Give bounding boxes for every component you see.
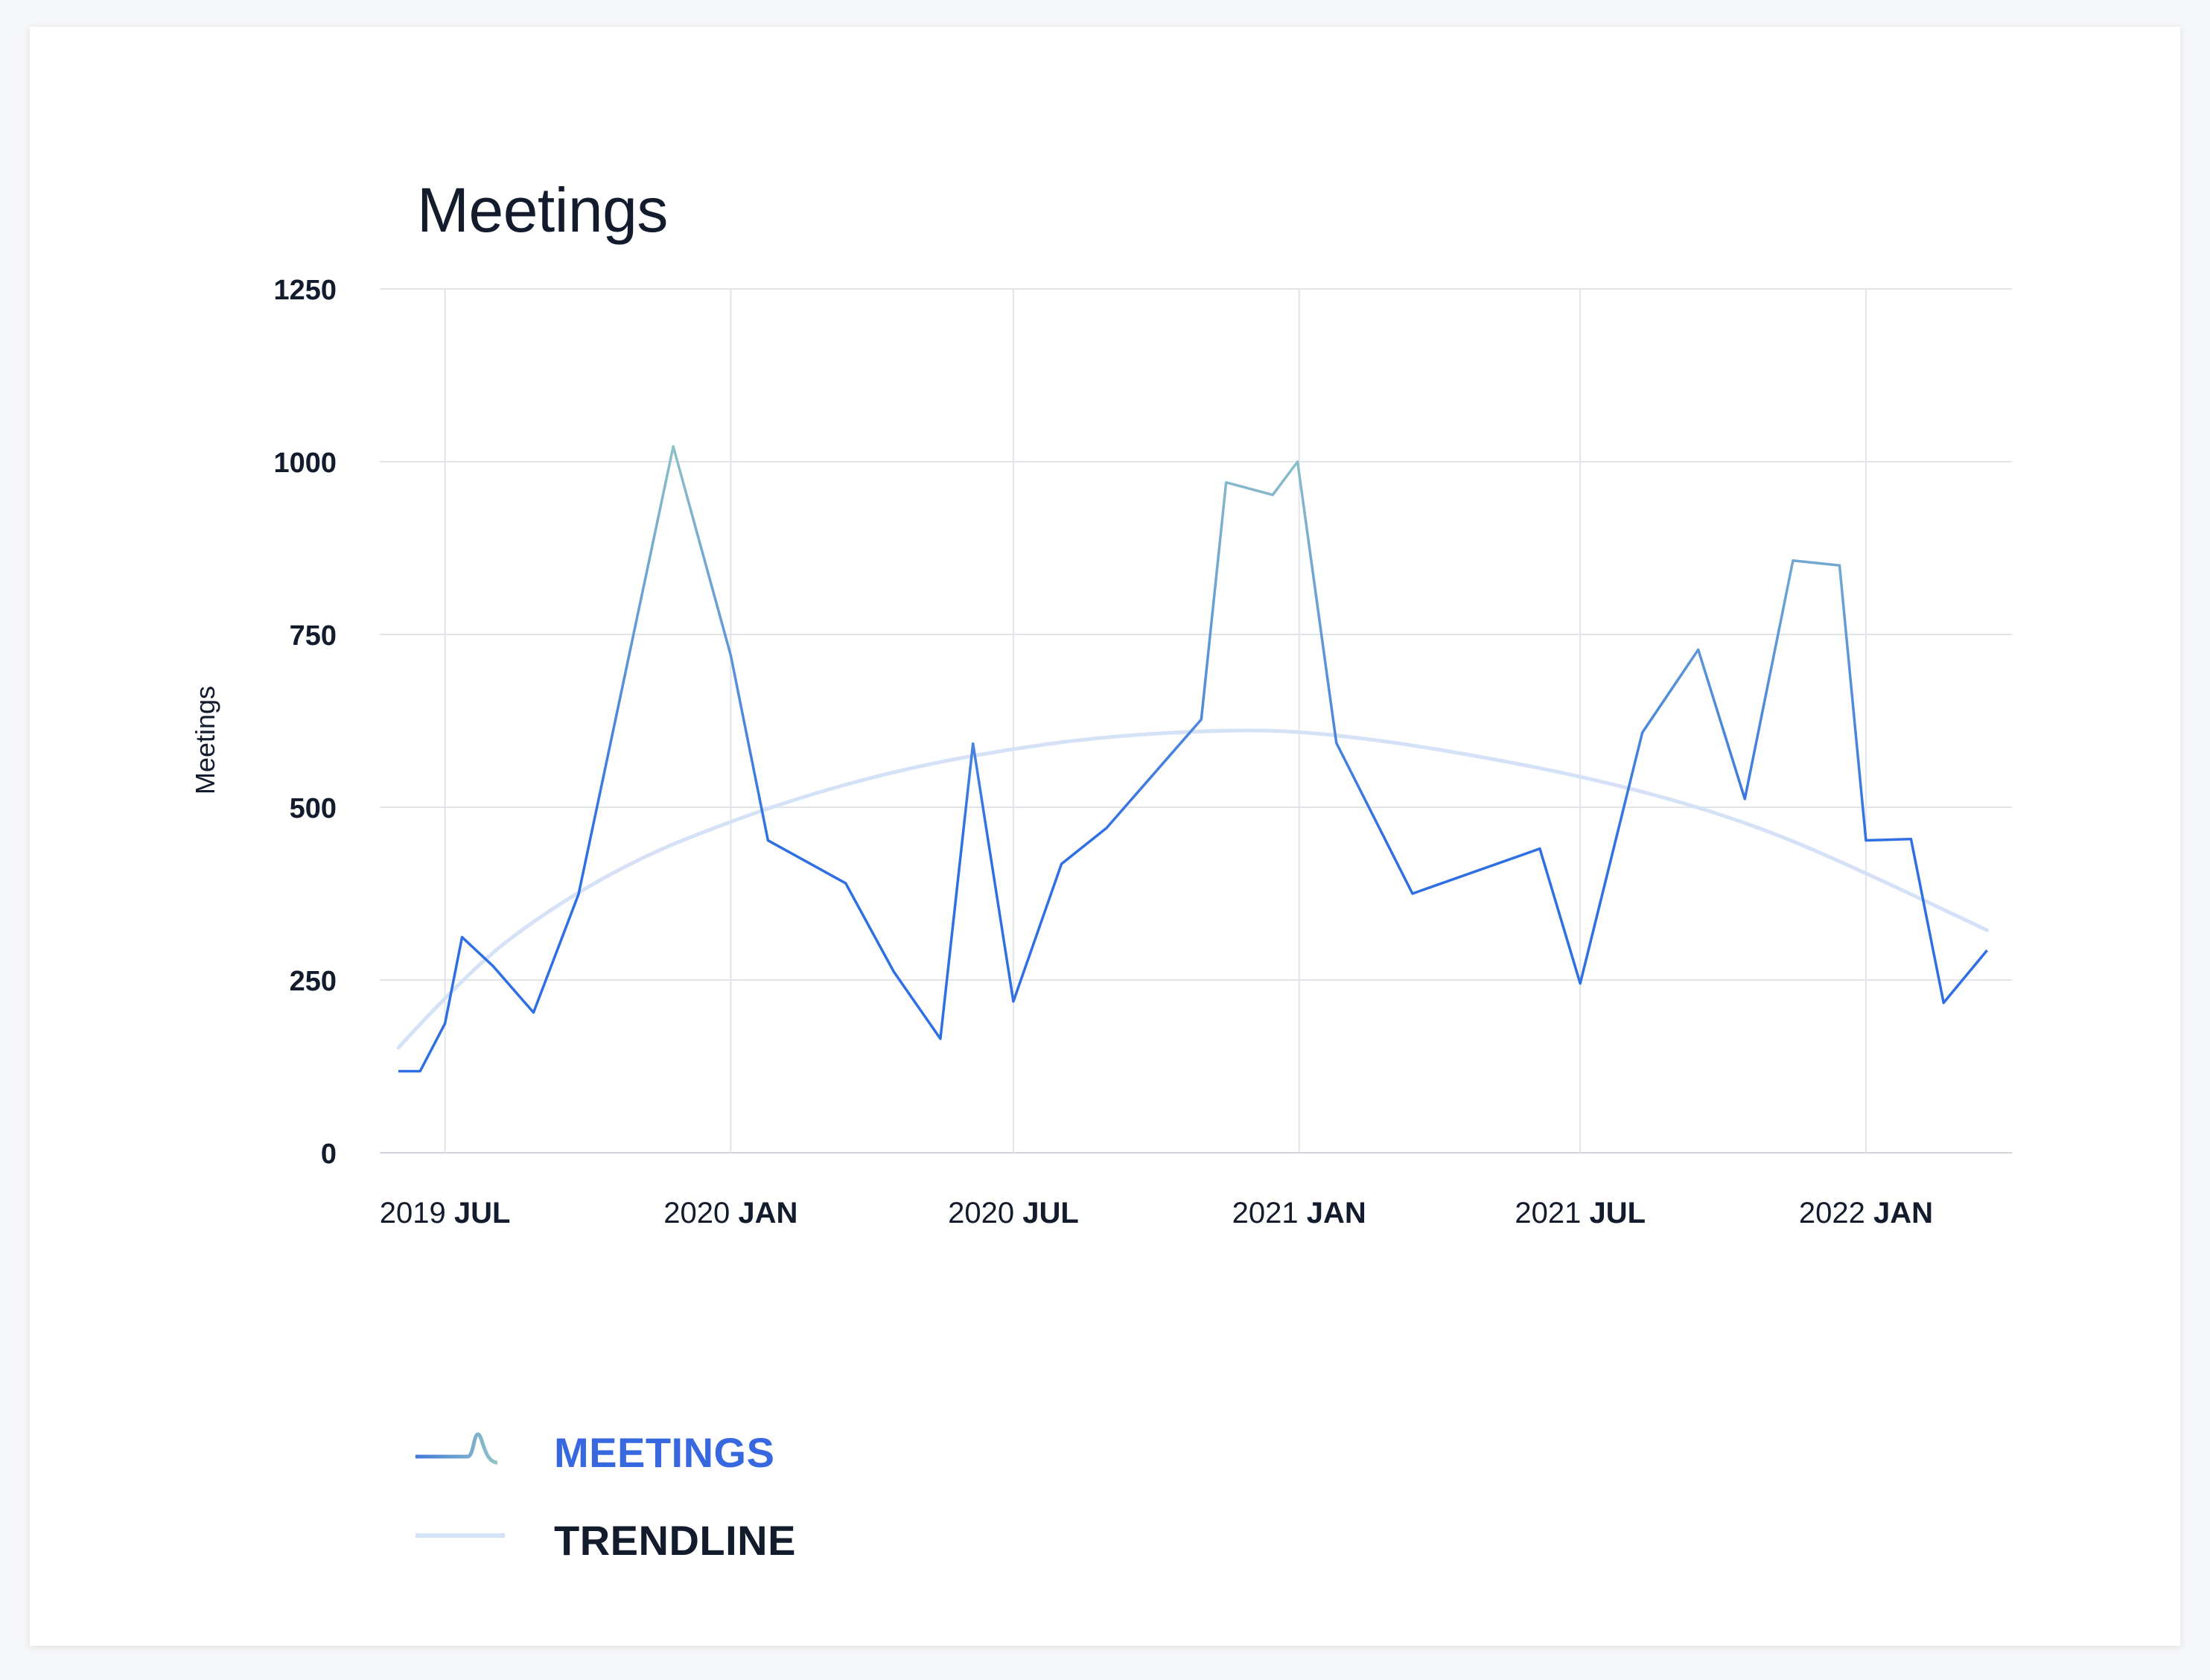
data-point [844, 882, 847, 885]
legend-label-trendline: TRENDLINE [554, 1517, 796, 1564]
grid [380, 288, 2012, 1154]
y-tick-label: 1250 [273, 275, 337, 306]
x-tick-label: 2020 JAN [663, 1197, 797, 1229]
data-point [532, 1011, 535, 1014]
chart-title: Meetings [417, 175, 668, 245]
data-point [1792, 559, 1794, 561]
data-point [1335, 742, 1337, 744]
chart-card: Meetings 0 250 500 750 1000 1250 2019 JUL 2020… [30, 27, 2180, 1646]
data-point [1538, 847, 1541, 850]
data-point [1641, 731, 1643, 734]
x-axis: 2019 JUL 2020 JAN 2020 JUL 2021 JAN 2021 JUL… [380, 1197, 1933, 1229]
data-point [1225, 481, 1227, 483]
data-point [1060, 863, 1063, 865]
data-point [492, 965, 494, 967]
y-axis: 0 250 500 750 1000 1250 [273, 275, 337, 1170]
data-point [1200, 719, 1203, 721]
x-tick-label: 2019 JUL [380, 1197, 511, 1229]
data-point [672, 445, 675, 448]
data-point [893, 970, 895, 973]
data-point [1986, 949, 1988, 952]
line-chart: 0 250 500 750 1000 1250 2019 JUL 2020 JAN 2020 … [190, 275, 2012, 1229]
data-point [767, 839, 769, 841]
data-point [1744, 798, 1746, 800]
data-point [1943, 1002, 1945, 1004]
series-line-trendline [396, 728, 1990, 1050]
y-axis-label: Meetings [190, 686, 220, 795]
data-point [1272, 494, 1274, 496]
data-point [577, 893, 579, 895]
data-point [1106, 827, 1108, 829]
data-point [1296, 461, 1299, 463]
data-point [1579, 982, 1582, 984]
x-tick-label: 2020 JUL [948, 1197, 1079, 1229]
series [396, 445, 1990, 1073]
data-point [398, 1070, 400, 1072]
y-tick-label: 1000 [273, 448, 337, 479]
meetings-legend-icon [415, 1432, 498, 1465]
y-tick-label: 750 [290, 620, 337, 652]
x-tick-label: 2021 JAN [1232, 1197, 1366, 1229]
y-tick-label: 500 [290, 793, 337, 824]
data-point [972, 742, 974, 745]
data-point [1865, 839, 1867, 841]
trendline-legend-icon [415, 1533, 505, 1538]
data-point [730, 654, 732, 656]
data-point [1411, 893, 1413, 895]
data-point [419, 1070, 421, 1072]
legend-label-meetings: MEETINGS [554, 1429, 775, 1476]
y-tick-label: 250 [290, 966, 337, 997]
data-point [1838, 564, 1841, 567]
data-point [1697, 649, 1699, 651]
y-tick-label: 0 [321, 1139, 337, 1170]
data-point [939, 1037, 941, 1040]
data-point [1910, 838, 1912, 840]
data-point [1012, 1000, 1014, 1002]
x-tick-label: 2021 JUL [1515, 1197, 1646, 1229]
x-tick-label: 2022 JAN [1799, 1197, 1933, 1229]
data-point [444, 1022, 446, 1025]
series-line-meetings [398, 445, 1988, 1073]
data-point [461, 936, 463, 938]
